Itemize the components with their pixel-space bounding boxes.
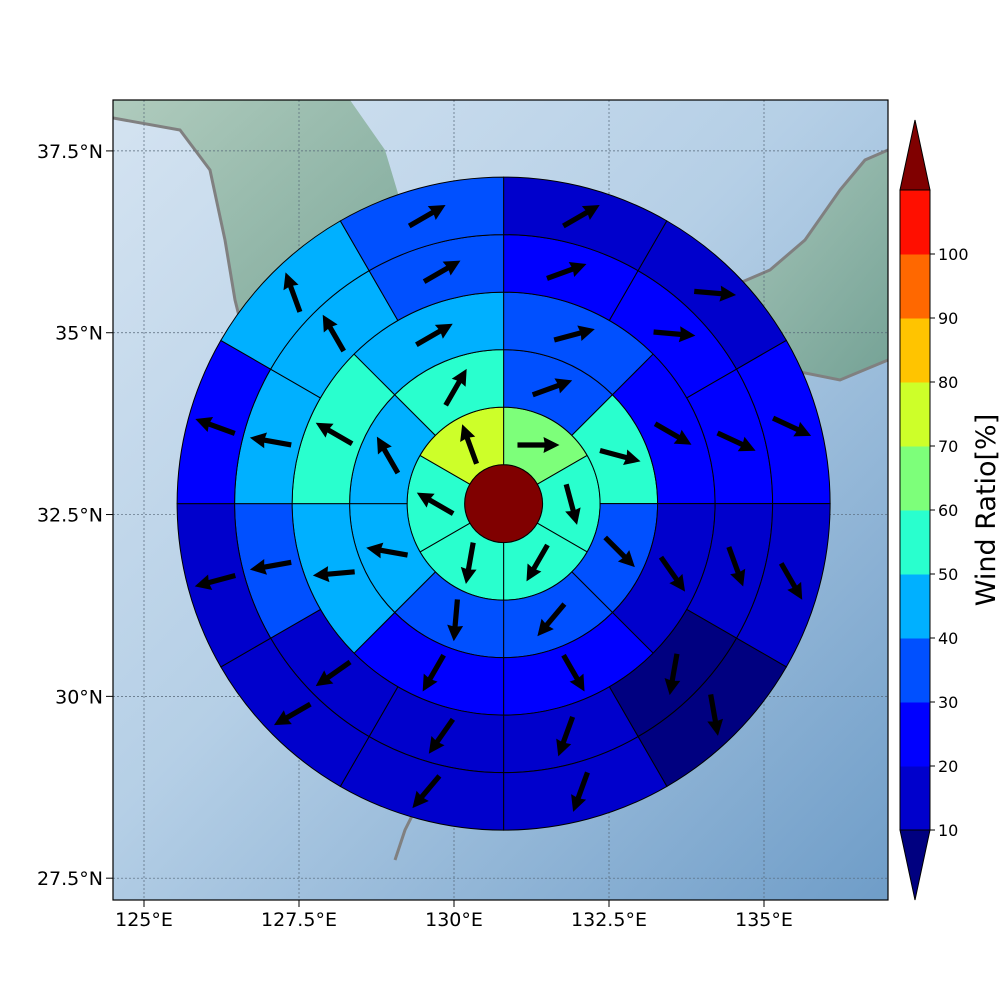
wind-arrow-ring-3-sector-3 [561,653,585,692]
map-axes: 125°E 127.5°E 130°E 132.5°E 135°E 37.5°N 35°N 3… [37,141,793,931]
wind-arrow-ring-1-sector-5 [460,424,480,465]
colorbar-tick-label: 10 [938,821,958,840]
colorbar-tick-label: 40 [938,629,958,648]
colorbar-tick-label: 100 [938,245,969,264]
wind-arrow-ring-3-sector-1 [653,421,692,445]
colorbar-tick-label: 50 [938,565,958,584]
map-panel [112,99,889,901]
colorbar: 10 20 30 40 50 60 70 80 90 100 Wind Ratio[%] [899,119,1000,901]
wind-arrow-ring-5-sector-9 [195,417,236,436]
wind-arrow-ring-4-sector-5 [556,716,576,757]
wind-arrow-ring-5-sector-10 [283,272,303,313]
wind-arrow-ring-5-sector-5 [571,771,590,812]
colorbar-bin-4 [900,510,930,575]
colorbar-ticks: 10 20 30 40 50 60 70 80 90 100 [930,245,969,840]
wind-arrow-ring-5-sector-7 [274,701,312,726]
wind-arrow-ring-2-sector-0 [531,378,573,398]
wind-arrow-ring-2-sector-5 [366,542,409,559]
wind-arrow-ring-1-sector-4 [416,492,455,516]
colorbar-bin-0 [900,766,930,831]
y-tick-label: 27.5°N [37,868,103,890]
colorbar-bin-5 [900,446,930,511]
wind-arrow-ring-1-sector-1 [563,483,581,525]
wind-arrow-ring-4-sector-0 [546,262,587,281]
y-tick-label: 30°N [55,686,103,708]
wind-arrow-ring-4-sector-9 [249,432,292,449]
wind-arrow-ring-1-sector-0 [517,436,560,453]
wind-arrow-ring-5-sector-4 [707,694,724,736]
colorbar-tick-label: 70 [938,437,958,456]
wind-arrow-ring-5-sector-11 [407,205,446,229]
wind-arrow-ring-4-sector-8 [249,558,292,575]
x-tick-label: 127.5°E [261,909,337,931]
wind-arrow-ring-4-sector-10 [322,314,346,353]
wind-arrow-ring-1-sector-2 [526,543,550,582]
colorbar-tick-label: 30 [938,693,958,712]
wind-arrow-ring-4-sector-2 [716,430,756,452]
wind-arrows [194,205,812,812]
wind-arrow-ring-5-sector-8 [194,573,236,590]
x-tick-label: 132.5°E [571,909,647,931]
colorbar-bin-2 [900,638,930,703]
wind-arrow-ring-3-sector-5 [312,566,355,583]
wind-arrow-ring-4-sector-4 [664,653,681,696]
wind-arrow-ring-3-sector-7 [415,323,453,348]
wind-arrow-ring-3-sector-4 [422,653,446,692]
x-tick-label: 135°E [735,909,793,931]
wind-arrow-ring-5-sector-6 [412,774,442,809]
colorbar-tick-label: 90 [938,309,958,328]
wind-arrow-ring-4-sector-6 [428,717,456,754]
wind-arrow-ring-3-sector-6 [315,422,354,446]
wind-arrow-ring-5-sector-3 [778,562,803,600]
colorbar-bin-6 [900,382,930,447]
map-frame [112,99,889,901]
wind-arrow-ring-2-sector-3 [537,602,567,637]
colorbar-bin-9 [900,190,930,255]
colorbar-under-triangle [899,829,931,901]
wind-arrow-ring-5-sector-0 [562,205,600,229]
wind-arrow-ring-4-sector-3 [726,546,746,587]
y-tick-label: 35°N [55,323,103,345]
colorbar-bin-8 [900,254,930,319]
wind-arrow-ring-5-sector-2 [771,415,812,437]
ring-5-sector-11 [339,176,505,272]
wind-arrow-ring-4-sector-11 [422,260,461,284]
wind-arrow-ring-2-sector-4 [447,599,464,642]
wind-arrow-ring-2-sector-7 [443,368,467,407]
x-tick-label: 130°E [425,909,483,931]
colorbar-tick-label: 80 [938,373,958,392]
wind-arrow-ring-2-sector-6 [376,436,401,475]
wind-arrow-ring-3-sector-2 [658,555,686,592]
wind-arrow-ring-4-sector-1 [653,326,696,343]
y-tick-label: 37.5°N [37,141,103,163]
wind-arrow-ring-3-sector-0 [553,325,595,343]
colorbar-tick-label: 60 [938,501,958,520]
colorbar-over-triangle [899,119,931,191]
wind-arrow-ring-2-sector-2 [603,535,635,568]
x-tick-label: 125°E [115,909,173,931]
wind-arrow-ring-2-sector-1 [599,448,641,465]
colorbar-bins [899,119,931,901]
colorbar-tick-label: 20 [938,757,958,776]
polar-grid-cells [176,176,831,831]
colorbar-bin-1 [900,702,930,767]
wind-arrow-ring-5-sector-1 [693,285,737,302]
wind-arrow-ring-4-sector-7 [315,659,352,687]
wind-arrow-ring-1-sector-3 [460,542,477,584]
colorbar-bin-3 [900,574,930,639]
colorbar-bin-7 [900,318,930,383]
y-tick-label: 32.5°N [37,505,103,527]
colorbar-label: Wind Ratio[%] [971,414,1000,606]
